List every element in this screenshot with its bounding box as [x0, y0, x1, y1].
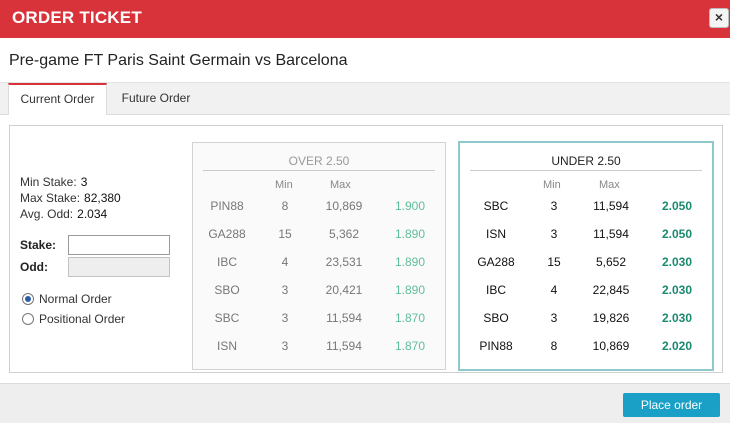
under-max-header: Max [599, 179, 620, 191]
stake-label: Stake: [20, 238, 57, 252]
over-min: 4 [281, 255, 289, 269]
under-odds-table: UNDER 2.50 Min Max SBC 3 11,594 2.050 IS… [458, 141, 714, 371]
over-book: SBO [214, 283, 240, 297]
stake-row: Stake: [20, 235, 180, 255]
over-odd[interactable]: 1.890 [394, 227, 426, 241]
under-max: 19,826 [592, 311, 630, 325]
under-book: SBC [483, 199, 509, 213]
over-odd[interactable]: 1.890 [394, 255, 426, 269]
under-min: 15 [547, 255, 561, 269]
avg-odd-label: Avg. Odd: [20, 207, 74, 221]
under-book: ISN [485, 227, 506, 241]
odd-label: Odd: [20, 260, 48, 274]
under-min: 8 [550, 339, 558, 353]
over-min: 15 [278, 227, 292, 241]
max-stake-value: 82,380 [84, 191, 121, 205]
over-min: 3 [281, 311, 289, 325]
over-odd[interactable]: 1.890 [394, 283, 426, 297]
over-min: 3 [281, 283, 289, 297]
over-book: IBC [216, 255, 237, 269]
under-odd[interactable]: 2.050 [661, 199, 693, 213]
under-book: IBC [485, 283, 506, 297]
odd-row: Odd: [20, 257, 180, 277]
over-heading: OVER 2.50 [203, 151, 435, 171]
under-max: 10,869 [592, 339, 630, 353]
under-min: 3 [550, 199, 558, 213]
over-book: PIN88 [210, 199, 244, 213]
avg-odd-row: Avg. Odd: 2.034 [20, 206, 121, 222]
window-title: ORDER TICKET [12, 8, 142, 27]
under-odd[interactable]: 2.020 [661, 339, 693, 353]
over-min: 3 [281, 339, 289, 353]
positional-order-label: Positional Order [39, 312, 126, 326]
under-book: SBO [483, 311, 509, 325]
normal-order-radio[interactable] [22, 293, 34, 305]
under-heading: UNDER 2.50 [470, 151, 702, 171]
under-max: 5,652 [595, 255, 627, 269]
min-stake-row: Min Stake: 3 [20, 174, 121, 190]
over-max: 23,531 [325, 255, 363, 269]
under-max: 11,594 [593, 227, 629, 241]
title-bar: ORDER TICKET × [0, 0, 730, 38]
normal-order-label: Normal Order [39, 292, 112, 306]
min-stake-label: Min Stake: [20, 175, 77, 189]
max-stake-label: Max Stake: [20, 191, 81, 205]
over-min: 8 [281, 199, 289, 213]
odd-input [68, 257, 170, 277]
footer-bar: Place order [0, 383, 730, 423]
under-min: 3 [550, 227, 558, 241]
positional-order-radio[interactable] [22, 313, 34, 325]
over-max: 20,421 [325, 283, 363, 297]
under-book: GA288 [477, 255, 515, 269]
over-max: 5,362 [328, 227, 360, 241]
match-header: Pre-game FT Paris Saint Germain vs Barce… [0, 38, 730, 83]
under-odd[interactable]: 2.030 [661, 311, 693, 325]
over-book: ISN [216, 339, 237, 353]
under-min: 4 [550, 283, 558, 297]
over-max-header: Max [330, 179, 351, 191]
over-odd[interactable]: 1.870 [394, 339, 426, 353]
tab-future-order[interactable]: Future Order [121, 91, 191, 105]
close-button[interactable]: × [709, 8, 729, 28]
under-max: 22,845 [592, 283, 630, 297]
under-book: PIN88 [479, 339, 513, 353]
under-odd[interactable]: 2.030 [661, 283, 693, 297]
max-stake-row: Max Stake: 82,380 [20, 190, 121, 206]
close-icon: × [714, 9, 724, 25]
over-min-header: Min [275, 179, 293, 191]
over-max: 11,594 [326, 311, 362, 325]
over-book: GA288 [208, 227, 246, 241]
tab-current-order[interactable]: Current Order [8, 83, 107, 116]
order-content: Min Stake: 3 Max Stake: 82,380 Avg. Odd: 2.… [0, 115, 730, 383]
min-stake-value: 3 [80, 175, 88, 189]
under-max: 11,594 [593, 199, 629, 213]
place-order-button[interactable]: Place order [623, 393, 720, 417]
stake-input[interactable] [68, 235, 170, 255]
over-max: 11,594 [326, 339, 362, 353]
order-panel: Min Stake: 3 Max Stake: 82,380 Avg. Odd: 2.… [9, 125, 723, 373]
tab-bar: Current Order Future Order [0, 83, 730, 116]
under-odd[interactable]: 2.050 [661, 227, 693, 241]
under-odd[interactable]: 2.030 [661, 255, 693, 269]
stake-info: Min Stake: 3 Max Stake: 82,380 Avg. Odd: 2.… [20, 174, 121, 222]
match-title: Pre-game FT Paris Saint Germain vs Barce… [9, 52, 348, 69]
over-odd[interactable]: 1.900 [394, 199, 426, 213]
avg-odd-value: 2.034 [77, 207, 108, 221]
under-min-header: Min [543, 179, 561, 191]
over-odd[interactable]: 1.870 [394, 311, 426, 325]
under-min: 3 [550, 311, 558, 325]
over-book: SBC [214, 311, 240, 325]
over-max: 10,869 [325, 199, 363, 213]
over-odds-table: OVER 2.50 Min Max PIN88 8 10,869 1.900 G… [192, 142, 446, 370]
